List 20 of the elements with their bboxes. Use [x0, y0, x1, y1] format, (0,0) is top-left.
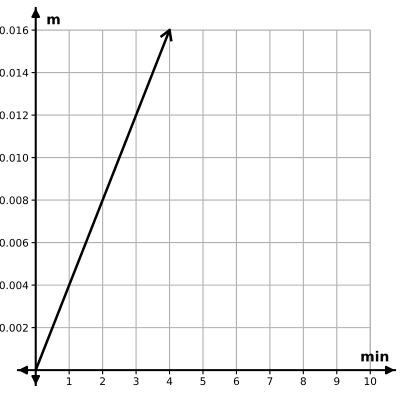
x-tick-label: 9: [334, 377, 340, 386]
x-tick-label: 2: [100, 377, 105, 385]
x-tick-label: 4: [166, 377, 172, 385]
x-tick-label: 5: [200, 377, 206, 386]
y-tick-label: 0.012: [0, 111, 28, 120]
y-tick-label: 0.004: [0, 281, 28, 290]
x-tick-label: 1: [67, 377, 72, 385]
y-axis-title: m: [47, 16, 60, 24]
y-tick-label: 0.008: [0, 196, 28, 204]
y-tick-label: 0.016: [0, 26, 28, 34]
x-tick-label: 8: [300, 377, 306, 386]
x-tick-label: 6: [234, 377, 240, 386]
y-tick-label: 0.006: [0, 238, 28, 247]
x-axis-title: min: [361, 350, 388, 362]
x-tick-label: 10: [364, 377, 376, 386]
y-tick-label: 0.014: [0, 68, 28, 77]
y-tick-label: 0.010: [0, 154, 28, 162]
x-tick-label: 7: [267, 377, 272, 385]
y-tick-label: 0.002: [0, 324, 28, 332]
x-tick-label: 3: [134, 377, 139, 386]
